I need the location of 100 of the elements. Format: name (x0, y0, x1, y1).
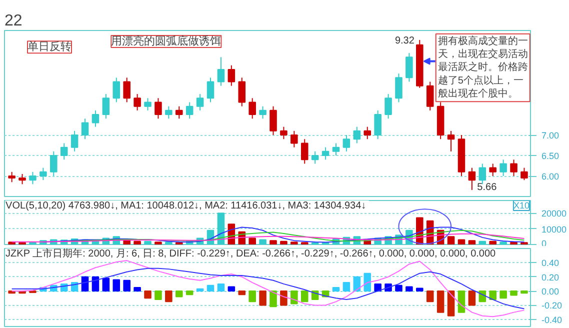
bar (489, 290, 496, 300)
bar (406, 286, 413, 292)
bar (447, 236, 455, 244)
annotation: 拥有极高成交量的一天，出现在交易活动最活跃之时。价格跨越了5个点以上，一般出现在个股中。 (438, 34, 528, 100)
chart-title: 22 (4, 12, 22, 30)
annotation: 9.32 (394, 35, 415, 46)
candlestick (238, 77, 246, 107)
bar (280, 240, 288, 244)
bar (102, 278, 110, 292)
bar (436, 290, 444, 313)
bar (478, 240, 486, 244)
candlestick (165, 106, 172, 120)
bar (290, 242, 298, 244)
candlestick (500, 159, 507, 177)
y-tick-label: 0.00 (542, 286, 560, 297)
candlestick (112, 77, 120, 103)
y-tick-label: 10000 (542, 224, 567, 234)
candlestick (60, 142, 68, 160)
bar (112, 279, 120, 292)
line-series (11, 260, 525, 318)
y-tick-label: 6.50 (542, 151, 560, 162)
bar (342, 282, 350, 292)
candlestick (406, 52, 413, 82)
bar (458, 290, 466, 313)
candlestick (248, 98, 256, 120)
bar (447, 290, 455, 316)
bar (8, 242, 16, 244)
bar (458, 239, 466, 244)
candlestick (520, 167, 528, 181)
y-tick-label: 6.00 (542, 172, 560, 182)
line-series (11, 268, 525, 310)
bar (500, 242, 507, 244)
candlestick (311, 150, 319, 164)
y-tick-label: 0.40 (542, 258, 560, 268)
candlestick (364, 126, 372, 140)
candlestick (300, 138, 308, 164)
candlestick (70, 130, 78, 152)
candlestick (176, 106, 183, 120)
y-tick-label: -0.40 (542, 314, 562, 325)
bar (165, 290, 172, 302)
bar (134, 287, 141, 292)
bar (520, 290, 528, 294)
bar (259, 290, 266, 306)
candlestick (290, 130, 298, 148)
bar (144, 290, 152, 299)
candlestick (342, 134, 350, 152)
bar (300, 290, 308, 302)
candlestick (332, 142, 340, 156)
candlestick (206, 77, 214, 103)
bar (176, 290, 183, 298)
bar (248, 238, 256, 244)
candlestick (217, 56, 225, 86)
candlestick (144, 98, 152, 111)
bar (489, 240, 496, 244)
bar (259, 239, 266, 244)
bar (332, 287, 340, 292)
y-tick-label: -0.20 (542, 300, 562, 311)
bar (238, 290, 246, 296)
candlestick (102, 94, 110, 120)
bar (416, 288, 424, 292)
bar (206, 284, 214, 292)
annotation: 5.66 (477, 182, 498, 193)
candlestick (40, 167, 47, 181)
bar (248, 290, 256, 302)
candlestick (50, 150, 58, 177)
bar (395, 284, 402, 292)
candlestick (280, 126, 288, 140)
candlestick (228, 64, 236, 86)
bar (280, 290, 288, 306)
candlestick (395, 73, 402, 103)
candlestick (510, 159, 518, 177)
bar (186, 290, 194, 296)
candlestick (426, 81, 434, 111)
bar (134, 240, 141, 244)
candlestick (186, 102, 194, 120)
line-series (11, 233, 525, 242)
bar (426, 290, 434, 302)
candlestick (353, 126, 361, 144)
candlestick (154, 98, 162, 120)
bar (510, 290, 518, 296)
candlestick (123, 77, 130, 103)
bar (154, 290, 162, 300)
chart-title: VOL(5,10,20) 4763.980↓, MA1: 10048.012↓, MA2: 11416.031↓, MA3: 14304.934↓ (6, 200, 366, 212)
candlestick (8, 171, 16, 183)
bar (165, 242, 172, 244)
candlestick (468, 167, 476, 190)
candlestick (29, 171, 36, 185)
candlestick (374, 110, 382, 140)
candlestick (196, 94, 204, 111)
candlestick (259, 106, 266, 120)
bar (228, 286, 236, 292)
bar (196, 288, 204, 292)
candlestick (322, 146, 330, 160)
bar (468, 290, 476, 306)
bar (123, 280, 130, 292)
y-tick-label: 7.00 (542, 130, 560, 141)
bar (144, 240, 152, 244)
bar (500, 290, 507, 299)
bar (270, 240, 277, 244)
candlestick (447, 130, 455, 152)
